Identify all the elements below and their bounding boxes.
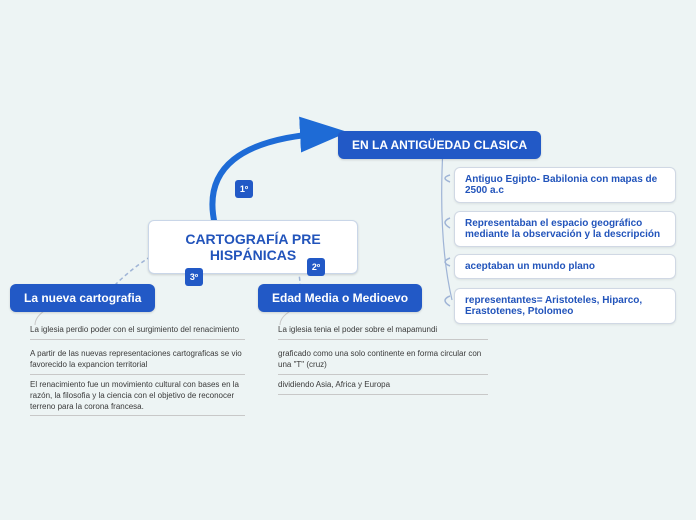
badge-2: 2º — [307, 258, 325, 276]
branch2-title[interactable]: Edad Media o Medioevo — [258, 284, 422, 312]
branch3-item: A partir de las nuevas representaciones … — [30, 349, 245, 375]
branch1-item[interactable]: representantes= Aristoteles, Hiparco, Er… — [454, 288, 676, 324]
branch1-item[interactable]: Antiguo Egipto- Babilonia con mapas de 2… — [454, 167, 676, 203]
badge-3: 3º — [185, 268, 203, 286]
branch1-item[interactable]: Representaban el espacio geográfico medi… — [454, 211, 676, 247]
main-title[interactable]: CARTOGRAFÍA PRE HISPÁNICAS — [148, 220, 358, 274]
branch2-item: La iglesia tenia el poder sobre el mapam… — [278, 325, 488, 340]
badge-1: 1º — [235, 180, 253, 198]
branch1-title[interactable]: EN LA ANTIGÜEDAD CLASICA — [338, 131, 541, 159]
branch2-item: dividiendo Asia, Africa y Europa — [278, 380, 488, 395]
branch3-item: El renacimiento fue un movimiento cultur… — [30, 380, 245, 416]
branch1-item[interactable]: aceptaban un mundo plano — [454, 254, 676, 279]
branch2-item: graficado como una solo continente en fo… — [278, 349, 488, 375]
branch3-title[interactable]: La nueva cartografia — [10, 284, 155, 312]
branch3-item: La iglesia perdio poder con el surgimien… — [30, 325, 245, 340]
